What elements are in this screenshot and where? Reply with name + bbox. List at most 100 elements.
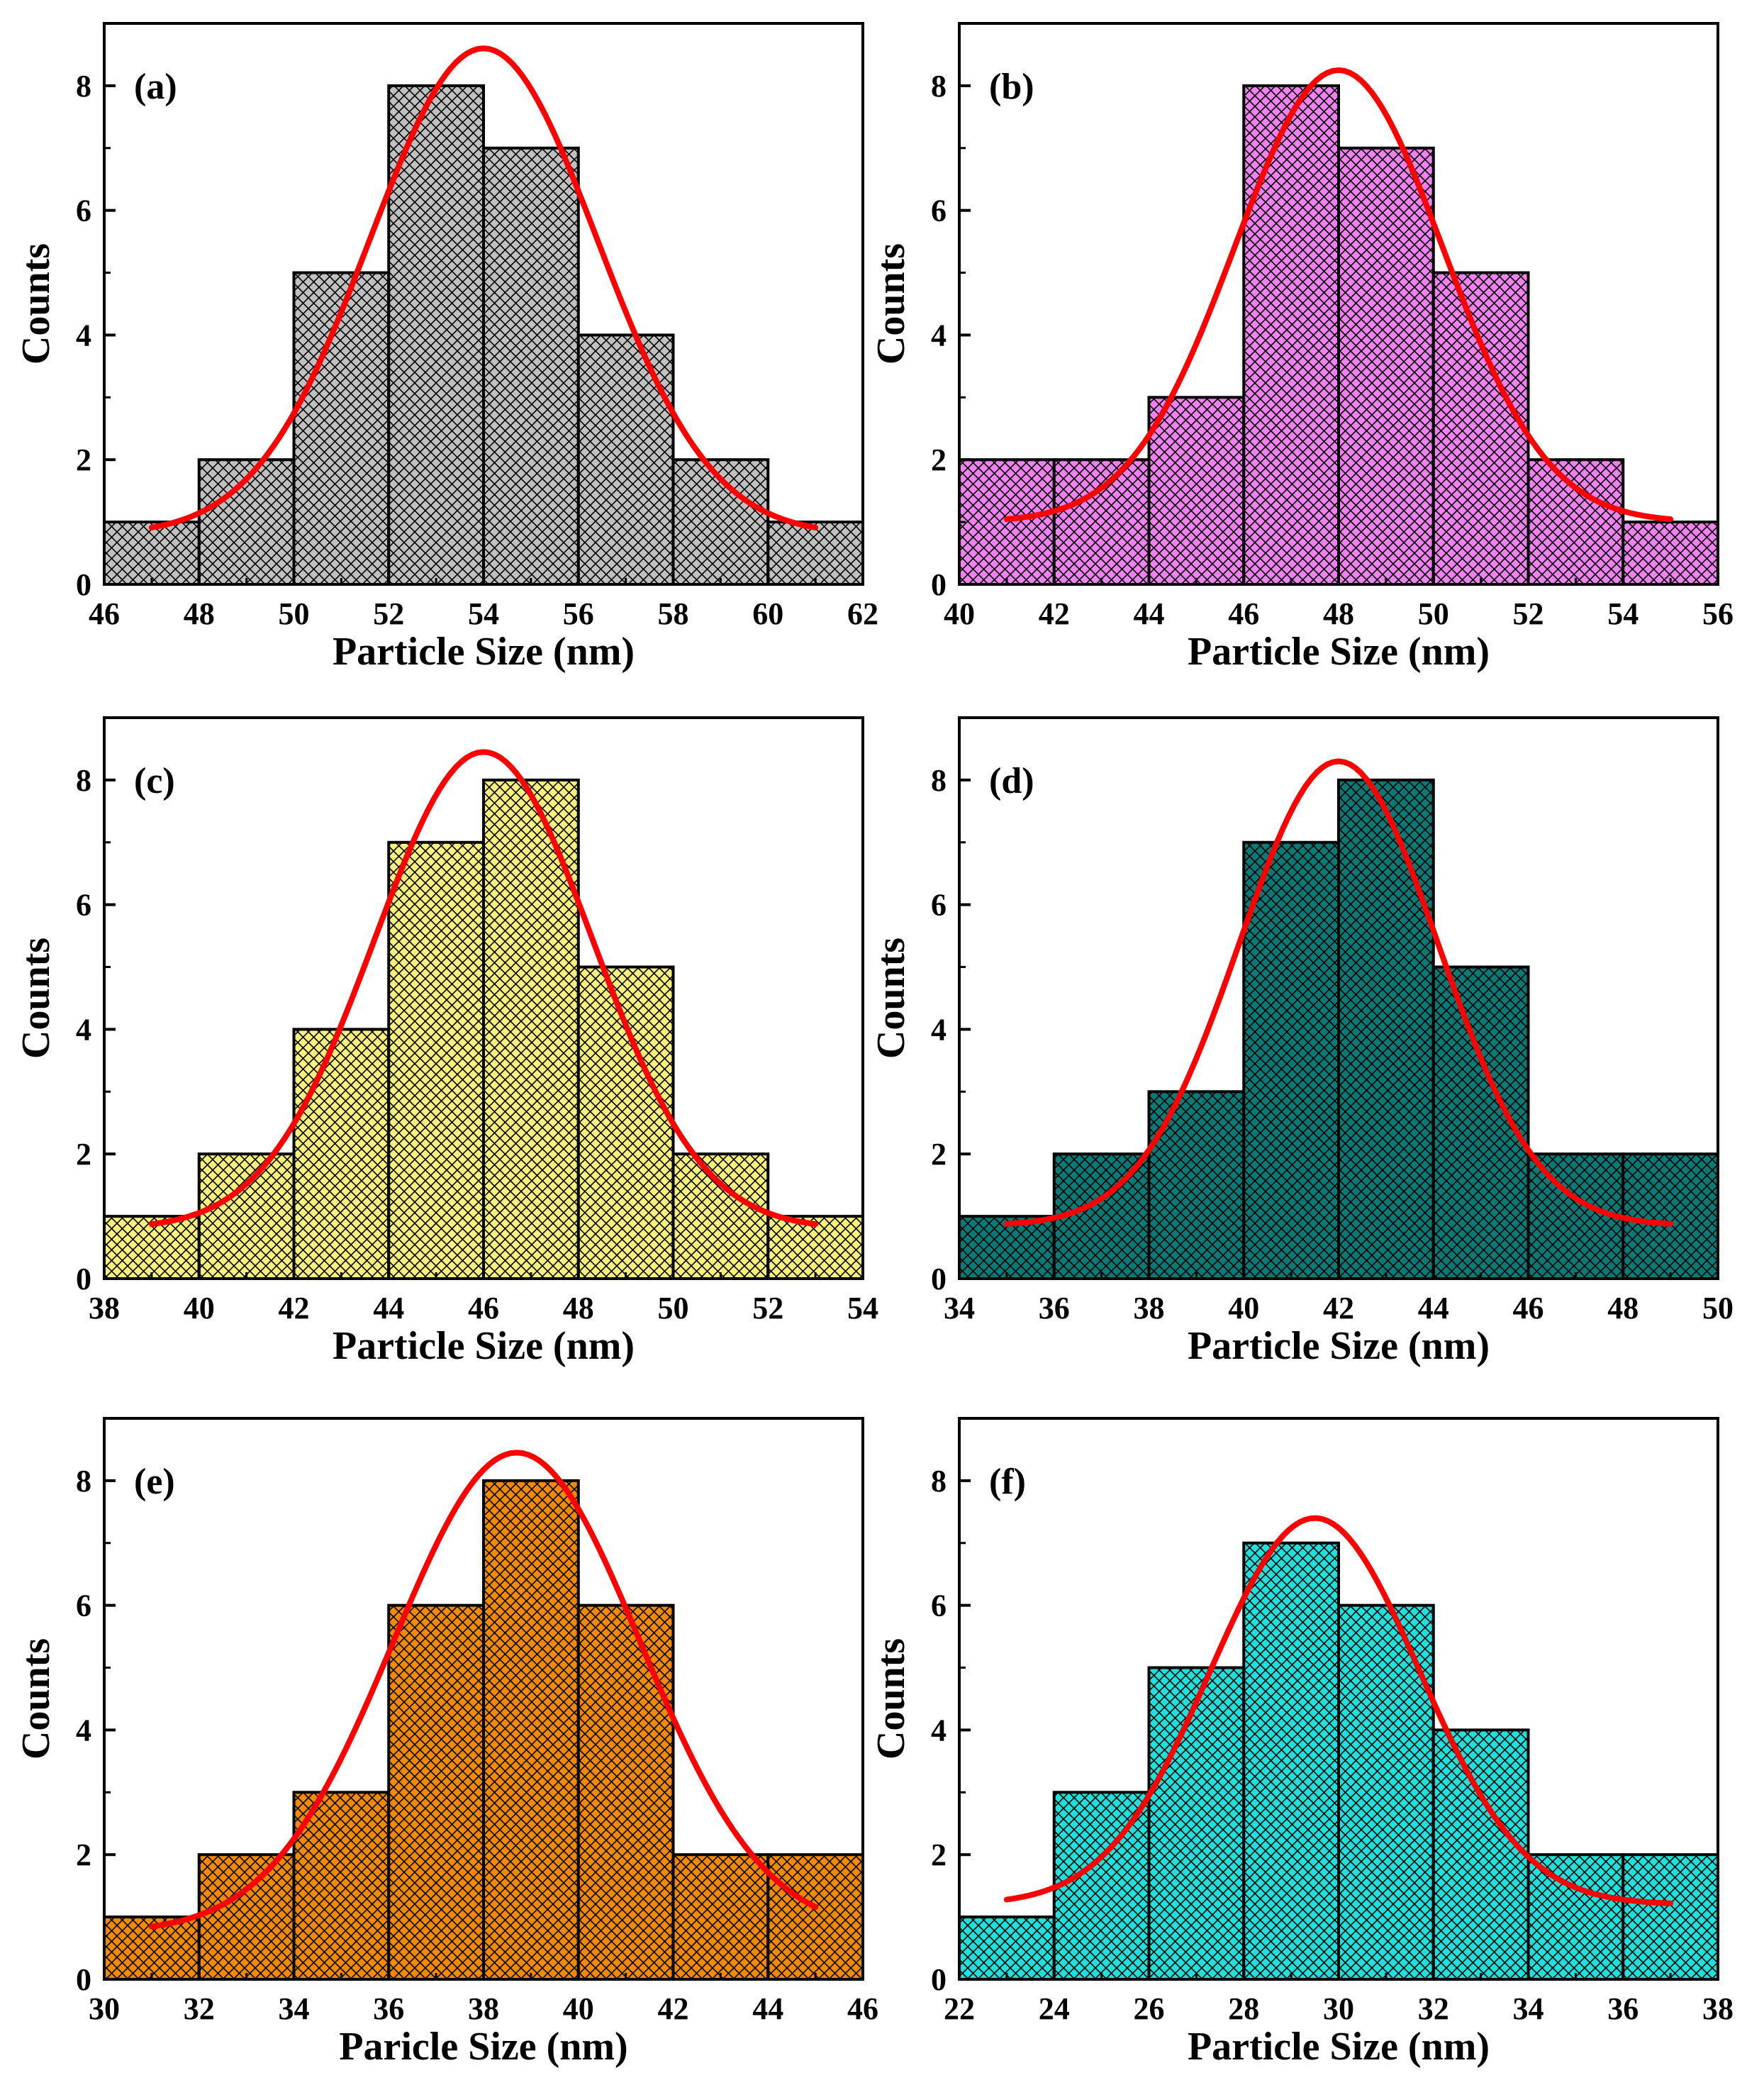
x-tick-label: 54 (1607, 596, 1639, 631)
y-tick-label: 6 (76, 1589, 91, 1623)
x-tick-label: 30 (89, 1991, 120, 2026)
x-tick-label: 34 (1513, 1991, 1544, 2026)
x-tick-label: 56 (563, 596, 594, 631)
x-tick-label: 22 (944, 1991, 975, 2026)
histogram-bar (1052, 458, 1151, 586)
x-tick-label: 54 (468, 596, 499, 631)
x-axis-title: Particle Size (nm) (333, 630, 635, 674)
x-tick-label: 42 (279, 1291, 310, 1325)
histogram-bar (1526, 458, 1625, 586)
y-tick-label: 2 (931, 443, 947, 477)
y-axis-title: Counts (14, 938, 58, 1059)
histogram-bar (292, 1028, 391, 1280)
panel-label: (f) (989, 1462, 1026, 1502)
histogram-bar (482, 778, 580, 1280)
histogram-bar (482, 1479, 580, 1981)
histogram-bar (1242, 1541, 1340, 1981)
x-tick-label: 48 (1607, 1291, 1639, 1325)
y-tick-label: 4 (76, 1713, 91, 1747)
y-tick-label: 6 (931, 888, 947, 923)
y-tick-label: 6 (76, 194, 91, 228)
x-axis-title: Paricle Size (nm) (339, 2025, 627, 2069)
histogram-bar (387, 84, 485, 586)
y-tick-label: 6 (931, 1589, 947, 1623)
histogram-bar (1337, 1603, 1435, 1981)
x-tick-label: 48 (184, 596, 215, 631)
x-tick-label: 54 (847, 1291, 878, 1325)
x-tick-label: 32 (1418, 1991, 1449, 2026)
x-tick-label: 42 (1039, 596, 1070, 631)
histogram-bar (1621, 1152, 1719, 1280)
x-tick-label: 62 (847, 596, 878, 631)
y-tick-label: 2 (76, 1837, 91, 1872)
x-tick-label: 26 (1134, 1991, 1165, 2026)
histogram-bar (197, 1152, 296, 1280)
y-tick-label: 8 (76, 69, 91, 104)
x-tick-label: 50 (1418, 596, 1449, 631)
histogram-bar (387, 840, 485, 1281)
x-tick-label: 44 (373, 1291, 404, 1325)
y-tick-label: 0 (931, 1962, 947, 1997)
histogram-bar (1431, 1728, 1530, 1981)
gaussian-fit-curve (148, 749, 819, 1228)
y-tick-label: 2 (931, 1137, 947, 1172)
y-tick-label: 4 (76, 318, 91, 352)
panel-label: (b) (989, 67, 1034, 107)
panel-label: (a) (134, 67, 177, 107)
x-tick-label: 46 (1513, 1291, 1544, 1325)
histogram-bar (1242, 84, 1340, 586)
y-tick-label: 6 (931, 194, 947, 228)
panel-label: (e) (134, 1462, 175, 1502)
histogram-bar (103, 521, 201, 586)
x-tick-label: 46 (468, 1291, 499, 1325)
y-tick-label: 8 (931, 69, 947, 104)
histogram-bar (482, 146, 580, 586)
x-axis-title: Particle Size (nm) (1188, 2025, 1490, 2069)
x-tick-label: 42 (1323, 1291, 1354, 1325)
histogram-bar (387, 1603, 485, 1981)
y-tick-label: 0 (76, 1962, 91, 1997)
y-axis-title: Counts (14, 243, 58, 365)
x-tick-label: 52 (752, 1291, 783, 1325)
histogram-bar (1621, 1853, 1719, 1981)
histogram-bar (958, 1915, 1056, 1981)
x-tick-label: 42 (658, 1991, 689, 2026)
gaussian-fit-curve (148, 1450, 819, 1930)
x-tick-label: 24 (1039, 1991, 1070, 2026)
x-tick-label: 36 (1607, 1991, 1639, 2026)
histogram-bar (1147, 1666, 1246, 1981)
histogram-bar (1337, 146, 1435, 586)
x-tick-label: 48 (563, 1291, 594, 1325)
y-tick-label: 2 (931, 1837, 947, 1872)
gaussian-fit-curve (1003, 1515, 1674, 1906)
histogram-bar (671, 1853, 770, 1981)
gaussian-fit-curve (1003, 758, 1674, 1227)
x-tick-label: 40 (184, 1291, 215, 1325)
gaussian-fit-curve (1003, 67, 1674, 523)
x-tick-label: 46 (847, 1991, 878, 2026)
y-tick-label: 0 (931, 567, 947, 602)
x-tick-label: 44 (1134, 596, 1165, 631)
x-tick-label: 44 (1418, 1291, 1449, 1325)
histogram-bar (671, 1152, 770, 1280)
y-tick-label: 2 (76, 443, 91, 477)
x-tick-label: 32 (184, 1991, 215, 2026)
histogram-bar (576, 1603, 675, 1981)
y-tick-label: 8 (931, 763, 947, 798)
y-tick-label: 0 (76, 567, 91, 602)
histogram-bar (1621, 521, 1719, 586)
x-tick-label: 46 (1228, 596, 1259, 631)
y-tick-label: 4 (931, 1713, 947, 1747)
x-tick-label: 34 (944, 1291, 975, 1325)
histogram-bar (1242, 840, 1340, 1281)
y-tick-label: 8 (76, 763, 91, 798)
y-tick-label: 6 (76, 888, 91, 923)
y-tick-label: 0 (931, 1262, 947, 1296)
histogram-bar (576, 333, 675, 586)
x-tick-label: 48 (1323, 596, 1354, 631)
x-tick-label: 36 (373, 1991, 404, 2026)
x-tick-label: 38 (89, 1291, 120, 1325)
